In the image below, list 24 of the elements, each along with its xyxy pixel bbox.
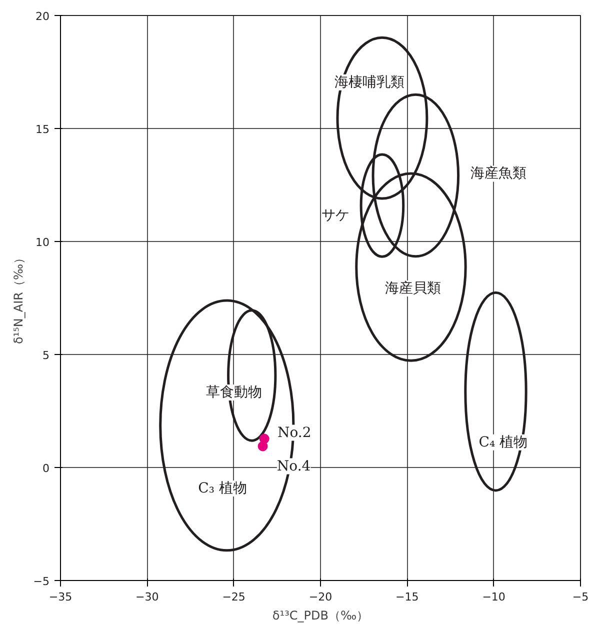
y-tick-label: 0 bbox=[42, 462, 50, 475]
x-tick-label: −20 bbox=[308, 590, 332, 604]
x-tick-label: −5 bbox=[572, 590, 589, 604]
y-tick-label: 15 bbox=[36, 123, 50, 136]
x-tick-label: −25 bbox=[222, 590, 246, 604]
annotation: C₃ 植物 bbox=[198, 480, 247, 497]
annotation: 海棲哺乳類 bbox=[334, 74, 405, 90]
annotation: No.4 bbox=[276, 458, 311, 474]
x-tick-label: −30 bbox=[136, 590, 159, 604]
x-axis-title: δ¹³C_PDB（‰） bbox=[272, 608, 369, 622]
x-tick-label: −15 bbox=[396, 590, 419, 604]
x-tick-label: −10 bbox=[482, 590, 506, 604]
y-axis-title: δ¹⁵N_AIR（‰） bbox=[11, 252, 26, 344]
y-tick-label: 10 bbox=[36, 236, 50, 249]
annotation: 草食動物 bbox=[206, 384, 262, 400]
annotation: 海産貝類 bbox=[384, 280, 441, 297]
y-tick-label: 20 bbox=[36, 10, 50, 23]
annotation: C₄ 植物 bbox=[478, 434, 528, 450]
annotation: サケ bbox=[322, 208, 350, 224]
annotation: 海産魚類 bbox=[470, 166, 527, 182]
y-tick-label: −5 bbox=[33, 575, 50, 588]
y-tick-label: 5 bbox=[42, 349, 50, 362]
annotation: No.2 bbox=[277, 424, 312, 441]
x-tick-label: −35 bbox=[48, 590, 72, 604]
